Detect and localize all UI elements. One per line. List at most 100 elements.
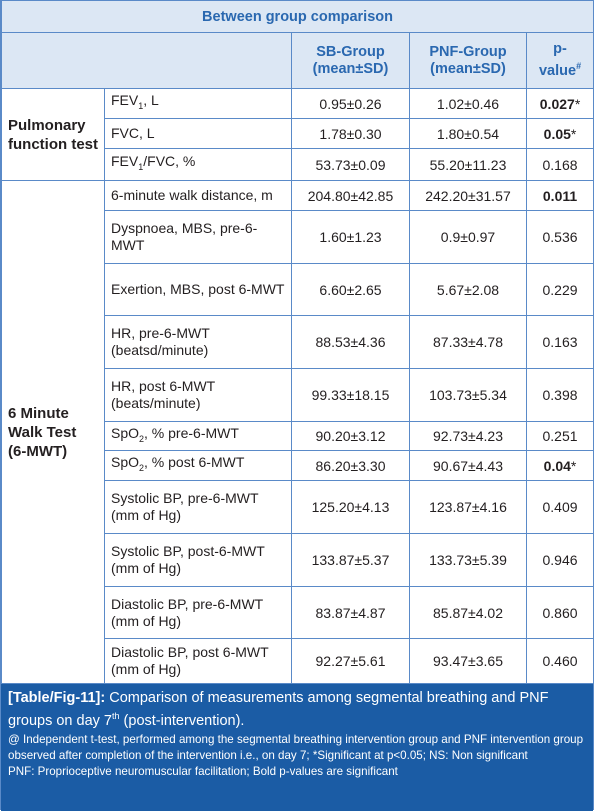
sb-value: 204.80±42.85 [291, 180, 410, 211]
significance-mark: * [574, 95, 581, 112]
p-value: 0.229 [542, 281, 578, 298]
data-row: FEV1/FVC, % 53.73±0.09 55.20±11.23 0.168 [2, 148, 595, 181]
p-value: 0.536 [542, 229, 578, 245]
row-label: 6-minute walk distance, m [104, 180, 292, 211]
row-label: SpO2, % post 6-MWT [104, 450, 292, 481]
caption-note: PNF: Proprioceptive neuromuscular facili… [8, 764, 398, 778]
column-header: PNF-Group (mean±SD) [409, 32, 527, 89]
p-value: 0.027 [539, 95, 575, 112]
data-row: Diastolic BP, pre-6-MWT (mm of Hg) 83.87±… [2, 586, 595, 639]
pnf-value: 0.9±0.97 [409, 210, 527, 264]
row-label-rest: , L [143, 92, 159, 109]
sb-value: 86.20±3.30 [291, 450, 410, 481]
p-value: 0.011 [542, 187, 578, 204]
comparison-table: Between group comparison SB-Group (mean±S… [0, 0, 595, 684]
column-header-text: SB-Group (mean±SD) [312, 43, 389, 77]
row-label-text: HR, post 6-MWT (beats/minute) [111, 378, 215, 411]
row-label: Diastolic BP, pre-6-MWT (mm of Hg) [104, 586, 292, 639]
row-label-text: FEV [111, 153, 139, 170]
pnf-value: 92.73±4.23 [409, 421, 527, 451]
p-value: 0.04 [543, 457, 571, 474]
sb-value: 83.87±4.87 [291, 586, 410, 639]
table-body: Between group comparison SB-Group (mean±S… [0, 0, 595, 684]
sb-value: 6.60±2.65 [291, 263, 410, 316]
column-header-text: p-value [538, 41, 577, 79]
pnf-value: 1.02±0.46 [409, 88, 527, 119]
p-value: 0.460 [542, 653, 578, 669]
sb-value: 88.53±4.36 [291, 315, 410, 369]
title-row: Between group comparison [0, 0, 595, 33]
p-value-cell: 0.251 [525, 421, 595, 451]
pnf-value: 103.73±5.34 [409, 368, 527, 422]
pnf-value: 93.47±3.65 [409, 638, 527, 684]
row-label-text: FVC, L [111, 125, 155, 141]
significance-mark: * [570, 457, 577, 474]
sb-value: 1.60±1.23 [291, 210, 410, 264]
pnf-value: 55.20±11.23 [409, 148, 527, 181]
sb-value: 53.73±0.09 [291, 148, 410, 181]
caption: [Table/Fig-11]: Comparison of measuremen… [1, 684, 593, 811]
caption-text: Comparison of measurements among segment… [8, 690, 549, 729]
p-value: 0.946 [542, 552, 578, 568]
data-row: Pulmonary function test FEV1, L 0.95±0.26 1… [1, 88, 595, 181]
p-value: 0.409 [542, 499, 578, 515]
column-header: p-value# [525, 32, 595, 89]
pnf-value: 242.20±31.57 [409, 180, 527, 211]
data-row: Dyspnoea, MBS, pre-6-MWT 1.60±1.23 0.9±0.9… [2, 210, 595, 264]
data-row: Diastolic BP, post 6-MWT (mm of Hg) 92.27… [2, 638, 595, 684]
column-header-text: PNF-Group (mean±SD) [429, 43, 507, 77]
caption-rest: (post-intervention). [123, 712, 245, 729]
column-header: SB-Group (mean±SD) [291, 32, 410, 89]
p-value: 0.163 [542, 334, 578, 350]
p-value: 0.860 [542, 604, 578, 621]
pnf-value: 1.80±0.54 [409, 118, 527, 149]
sb-value: 0.95±0.26 [291, 88, 410, 119]
pnf-value: 5.67±2.08 [409, 263, 527, 316]
row-label-text: Systolic BP, pre-6-MWT (mm of Hg) [111, 490, 259, 523]
data-row: Exertion, MBS, post 6-MWT 6.60±2.65 5.67±2… [2, 263, 595, 316]
sb-value: 90.20±3.12 [291, 421, 410, 451]
data-row: HR, post 6-MWT (beats/minute) 99.33±18.15… [2, 368, 595, 422]
pnf-value: 123.87±4.16 [409, 480, 527, 534]
pnf-value: 85.87±4.02 [409, 586, 527, 639]
row-label: FVC, L [104, 118, 292, 149]
row-label: HR, post 6-MWT (beats/minute) [104, 368, 292, 422]
data-row: 6 Minute Walk Test (6-MWT) 6-minute walk … [1, 180, 595, 684]
p-value-cell: 0.163 [525, 315, 595, 369]
p-value-cell: 0.027* [525, 88, 595, 119]
row-label-text: 6-minute walk distance, m [111, 187, 273, 203]
group-label: 6 Minute Walk Test (6-MWT) [1, 180, 105, 684]
caption-note: @ Independent t-test, performed among th… [8, 732, 584, 762]
row-label-text: Diastolic BP, pre-6-MWT (mm of Hg) [111, 595, 263, 629]
row-label: Exertion, MBS, post 6-MWT [104, 263, 292, 316]
group-label: Pulmonary function test [1, 88, 105, 181]
sb-value: 99.33±18.15 [291, 368, 410, 422]
p-value-cell: 0.398 [525, 368, 595, 422]
row-label-rest: , % pre-6-MWT [144, 424, 239, 441]
row-label-rest: /FVC, % [143, 153, 196, 170]
p-value-cell: 0.946 [525, 533, 595, 587]
row-label: FEV1/FVC, % [104, 148, 292, 181]
p-value-cell: 0.460 [525, 638, 595, 684]
row-label-text: SpO [111, 454, 140, 471]
row-label-text: Exertion, MBS, post 6-MWT [111, 281, 285, 297]
pnf-value: 90.67±4.43 [409, 450, 527, 481]
blank-header [1, 32, 292, 89]
significance-mark: * [570, 125, 577, 142]
row-label-text: SpO [111, 424, 140, 441]
p-value-cell: 0.05* [525, 118, 595, 149]
p-value-cell: 0.229 [525, 263, 595, 316]
row-label: FEV1, L [104, 88, 292, 119]
caption-main: [Table/Fig-11]: Comparison of measuremen… [8, 689, 586, 730]
row-label-sub: 2 [139, 462, 145, 473]
data-row: SpO2, % pre-6-MWT 90.20±3.12 92.73±4.23 0.2… [2, 421, 595, 451]
table-title: Between group comparison [0, 0, 595, 33]
p-value: 0.251 [542, 428, 578, 444]
header-row: SB-Group (mean±SD) PNF-Group (mean±SD) p-v… [1, 32, 595, 89]
caption-sup: th [112, 711, 120, 721]
data-row: HR, pre-6-MWT (beatsd/minute) 88.53±4.36 8… [2, 315, 595, 369]
row-label-rest: , % post 6-MWT [144, 454, 245, 471]
row-label-text: Diastolic BP, post 6-MWT (mm of Hg) [111, 644, 269, 677]
row-label-text: Systolic BP, post-6-MWT (mm of Hg) [111, 543, 265, 576]
p-value-cell: 0.409 [525, 480, 595, 534]
